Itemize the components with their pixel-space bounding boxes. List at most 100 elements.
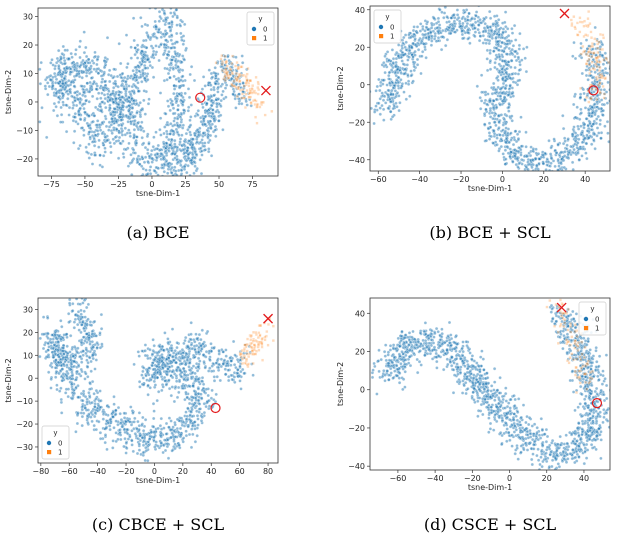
y-tick-label: 30 bbox=[23, 13, 33, 22]
scatter-point bbox=[78, 302, 82, 306]
scatter-point bbox=[605, 61, 609, 65]
scatter-point bbox=[580, 71, 584, 76]
scatter-point bbox=[479, 73, 484, 77]
scatter-point bbox=[445, 38, 450, 42]
scatter-point bbox=[522, 154, 527, 159]
y-tick-label: 0 bbox=[360, 81, 365, 90]
scatter-point bbox=[596, 51, 600, 54]
scatter-point bbox=[508, 84, 512, 88]
scatter-point bbox=[136, 48, 140, 52]
scatter-point bbox=[462, 8, 466, 13]
scatter-point bbox=[387, 58, 391, 62]
scatter-point bbox=[136, 127, 141, 132]
scatter-point bbox=[117, 135, 122, 140]
scatter-point bbox=[586, 17, 590, 21]
scatter-point bbox=[139, 128, 143, 132]
series-0-c bbox=[38, 298, 255, 463]
scatter-point bbox=[611, 102, 614, 105]
scatter-point bbox=[478, 34, 482, 38]
scatter-point bbox=[175, 341, 179, 345]
scatter-point bbox=[448, 31, 453, 36]
scatter-point bbox=[92, 79, 96, 84]
scatter-point bbox=[257, 88, 261, 92]
scatter-point bbox=[141, 453, 145, 457]
scatter-point bbox=[253, 98, 257, 102]
scatter-point bbox=[513, 65, 517, 70]
scatter-point bbox=[590, 42, 594, 46]
scatter-point bbox=[397, 108, 401, 113]
scatter-point bbox=[237, 102, 241, 106]
scatter-point bbox=[590, 128, 594, 132]
scatter-point bbox=[507, 105, 511, 109]
scatter-point bbox=[65, 335, 69, 339]
scatter-point bbox=[75, 350, 79, 355]
scatter-point bbox=[248, 95, 251, 99]
scatter-point bbox=[66, 97, 70, 101]
scatter-point bbox=[489, 29, 494, 33]
scatter-point bbox=[78, 55, 82, 60]
scatter-point bbox=[175, 173, 179, 176]
scatter-point bbox=[57, 66, 61, 71]
scatter-point bbox=[450, 23, 455, 28]
scatter-point bbox=[508, 154, 512, 159]
scatter-point bbox=[132, 136, 136, 140]
scatter-point bbox=[488, 59, 493, 63]
scatter-point bbox=[127, 84, 131, 88]
scatter-point bbox=[192, 78, 197, 83]
scatter-point bbox=[130, 429, 134, 433]
scatter-point bbox=[79, 357, 84, 361]
scatter-point bbox=[416, 48, 421, 52]
scatter-point bbox=[108, 424, 112, 428]
scatter-point bbox=[96, 55, 100, 59]
scatter-point bbox=[507, 140, 511, 145]
scatter-point bbox=[78, 143, 82, 148]
scatter-point bbox=[113, 135, 118, 140]
scatter-point bbox=[491, 22, 495, 26]
scatter-point bbox=[495, 136, 499, 140]
scatter-point bbox=[63, 62, 67, 66]
scatter-point bbox=[449, 16, 453, 20]
scatter-point bbox=[591, 47, 595, 51]
scatter-point bbox=[166, 181, 169, 184]
scatter-point bbox=[127, 116, 132, 121]
scatter-point bbox=[183, 91, 187, 96]
scatter-point bbox=[549, 156, 554, 160]
y-axis-label: tsne-Dim-2 bbox=[4, 70, 13, 114]
scatter-point bbox=[585, 62, 588, 66]
scatter-point bbox=[82, 30, 86, 34]
highlight-cross-marker bbox=[260, 85, 271, 96]
scatter-point bbox=[165, 135, 169, 139]
scatter-point bbox=[157, 28, 161, 32]
scatter-point bbox=[140, 373, 144, 377]
scatter-point bbox=[70, 55, 74, 59]
scatter-point bbox=[507, 60, 511, 64]
scatter-point bbox=[122, 155, 126, 159]
scatter-point bbox=[94, 427, 98, 432]
scatter-point bbox=[579, 111, 583, 115]
scatter-point bbox=[90, 379, 95, 384]
scatter-point bbox=[391, 57, 396, 61]
scatter-point bbox=[73, 317, 78, 322]
scatter-point bbox=[161, 184, 164, 187]
scatter-point bbox=[411, 60, 416, 64]
scatter-point bbox=[499, 113, 504, 117]
scatter-point bbox=[503, 30, 508, 34]
scatter-point bbox=[559, 150, 564, 154]
scatter-point bbox=[79, 367, 83, 372]
scatter-point bbox=[196, 130, 201, 134]
scatter-point bbox=[587, 66, 591, 70]
scatter-point bbox=[387, 70, 391, 75]
scatter-point bbox=[162, 78, 167, 83]
scatter-point bbox=[153, 153, 157, 157]
scatter-point bbox=[510, 27, 514, 31]
y-tick-label: 20 bbox=[23, 41, 33, 50]
scatter-point bbox=[176, 160, 180, 164]
scatter-point bbox=[513, 71, 518, 76]
scatter-point bbox=[598, 32, 602, 36]
scatter-point bbox=[556, 168, 560, 171]
scatter-point bbox=[498, 57, 502, 62]
scatter-point bbox=[193, 156, 197, 160]
scatter-point bbox=[436, 29, 440, 34]
scatter-point bbox=[590, 36, 593, 40]
scatter-point bbox=[547, 139, 551, 143]
